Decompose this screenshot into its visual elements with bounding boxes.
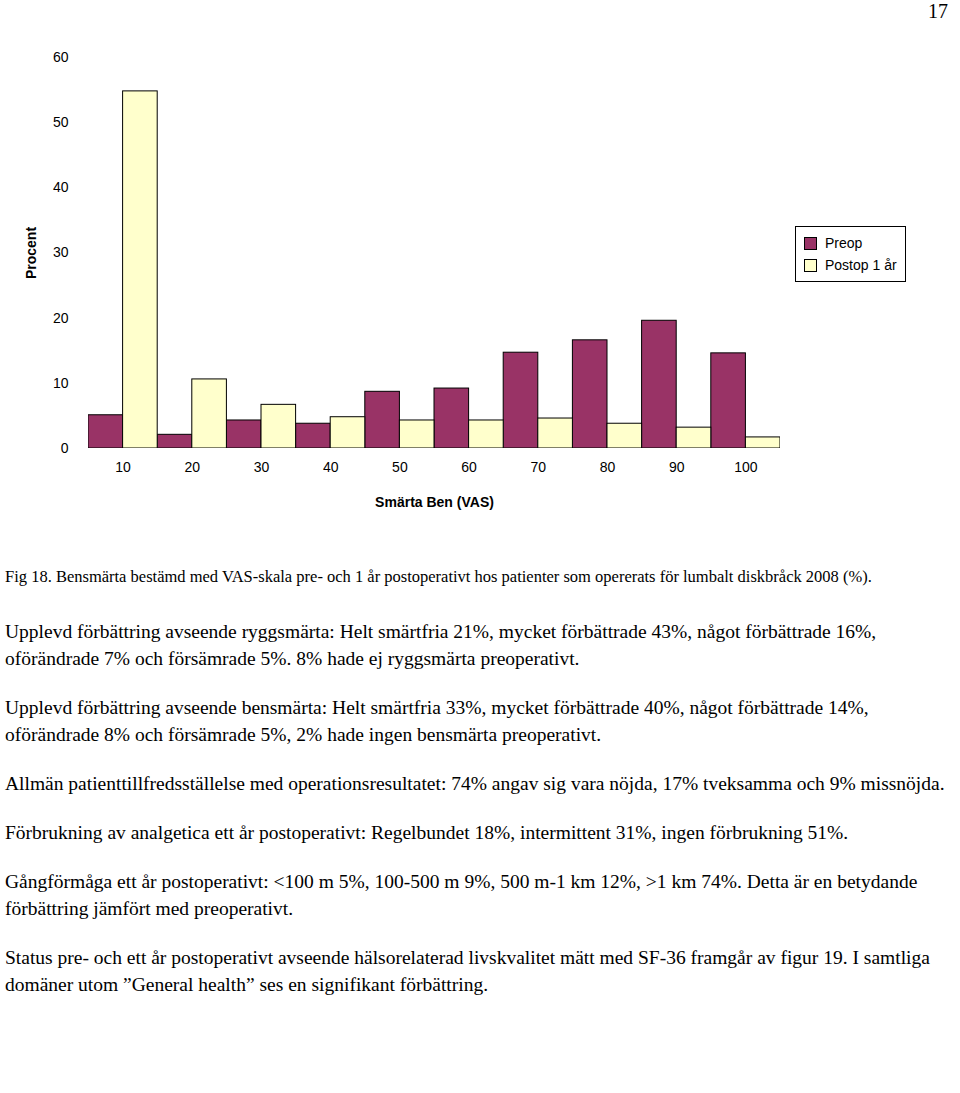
svg-text:40: 40 bbox=[53, 179, 69, 195]
svg-text:60: 60 bbox=[53, 49, 69, 65]
html-text:Upplevd förbättring avseende b: Upplevd förbättring avseende bensmärta: … bbox=[5, 697, 869, 745]
html-text:Preop: Preop bbox=[825, 235, 863, 251]
html-text:Förbrukning av analgetica ett: Förbrukning av analgetica ett år postope… bbox=[5, 822, 849, 843]
svg-text:70: 70 bbox=[531, 459, 547, 475]
html-text:Upplevd förbättring avseende r: Upplevd förbättring avseende ryggsmärta:… bbox=[5, 621, 877, 669]
svg-text:90: 90 bbox=[669, 459, 685, 475]
svg-text:20: 20 bbox=[53, 310, 69, 326]
svg-text:Procent: Procent bbox=[23, 227, 39, 279]
html-text:Gångförmåga ett år postoperati: Gångförmåga ett år postoperativt: <100 m… bbox=[5, 871, 918, 919]
svg-text:0: 0 bbox=[61, 440, 69, 456]
svg-text:50: 50 bbox=[53, 114, 69, 130]
html-text:Fig 18. Bensmärta bestämd med: Fig 18. Bensmärta bestämd med VAS-skala … bbox=[5, 567, 872, 586]
svg-text:100: 100 bbox=[734, 459, 758, 475]
svg-text:30: 30 bbox=[254, 459, 270, 475]
html-text:17: 17 bbox=[928, 0, 948, 22]
svg-text:20: 20 bbox=[185, 459, 201, 475]
svg-text:80: 80 bbox=[600, 459, 616, 475]
html-text:Postop 1 år: Postop 1 år bbox=[825, 257, 897, 273]
svg-text:10: 10 bbox=[53, 375, 69, 391]
svg-text:10: 10 bbox=[115, 459, 131, 475]
html-text:Status pre- och ett år postope: Status pre- och ett år postoperativt avs… bbox=[5, 947, 930, 995]
svg-text:Smärta Ben (VAS): Smärta Ben (VAS) bbox=[375, 494, 494, 510]
svg-text:40: 40 bbox=[323, 459, 339, 475]
html-text:Allmän patienttillfredsställel: Allmän patienttillfredsställelse med ope… bbox=[5, 773, 945, 794]
svg-text:60: 60 bbox=[461, 459, 477, 475]
svg-text:30: 30 bbox=[53, 244, 69, 260]
svg-text:50: 50 bbox=[392, 459, 408, 475]
